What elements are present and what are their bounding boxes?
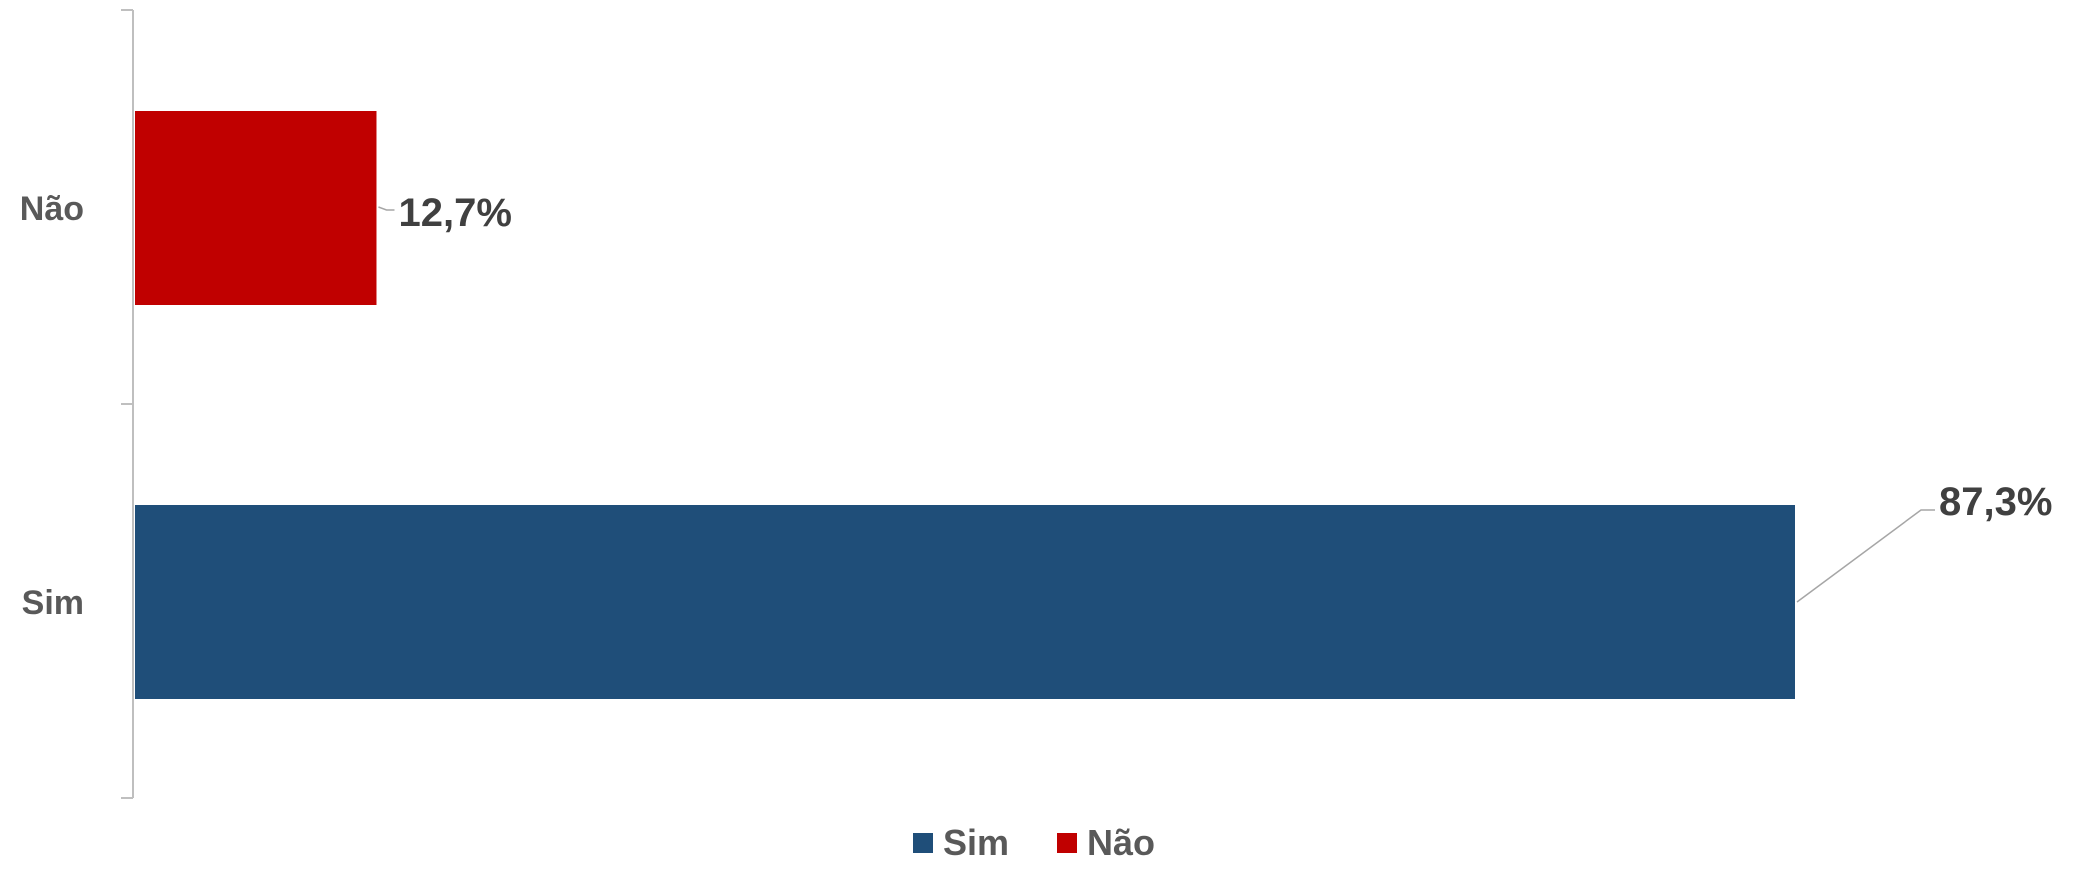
category-label-nao: Não <box>20 190 84 228</box>
bar-sim <box>135 505 1795 699</box>
category-axis <box>121 9 134 799</box>
labels-layer: Sim Não 87,3% 12,7% <box>20 190 2053 622</box>
bar-nao <box>135 111 377 305</box>
bars-layer <box>135 111 1795 699</box>
legend-label-nao: Não <box>1087 822 1155 863</box>
data-label-nao: 12,7% <box>398 191 511 235</box>
legend-swatch-nao <box>1057 833 1077 853</box>
legend: Sim Não <box>913 822 1155 863</box>
leader-line-sim <box>1796 509 1935 603</box>
data-label-sim: 87,3% <box>1939 480 2052 524</box>
legend-swatch-sim <box>913 833 933 853</box>
category-label-sim: Sim <box>22 584 84 622</box>
leader-line-nao <box>378 206 395 211</box>
legend-label-sim: Sim <box>943 822 1009 863</box>
